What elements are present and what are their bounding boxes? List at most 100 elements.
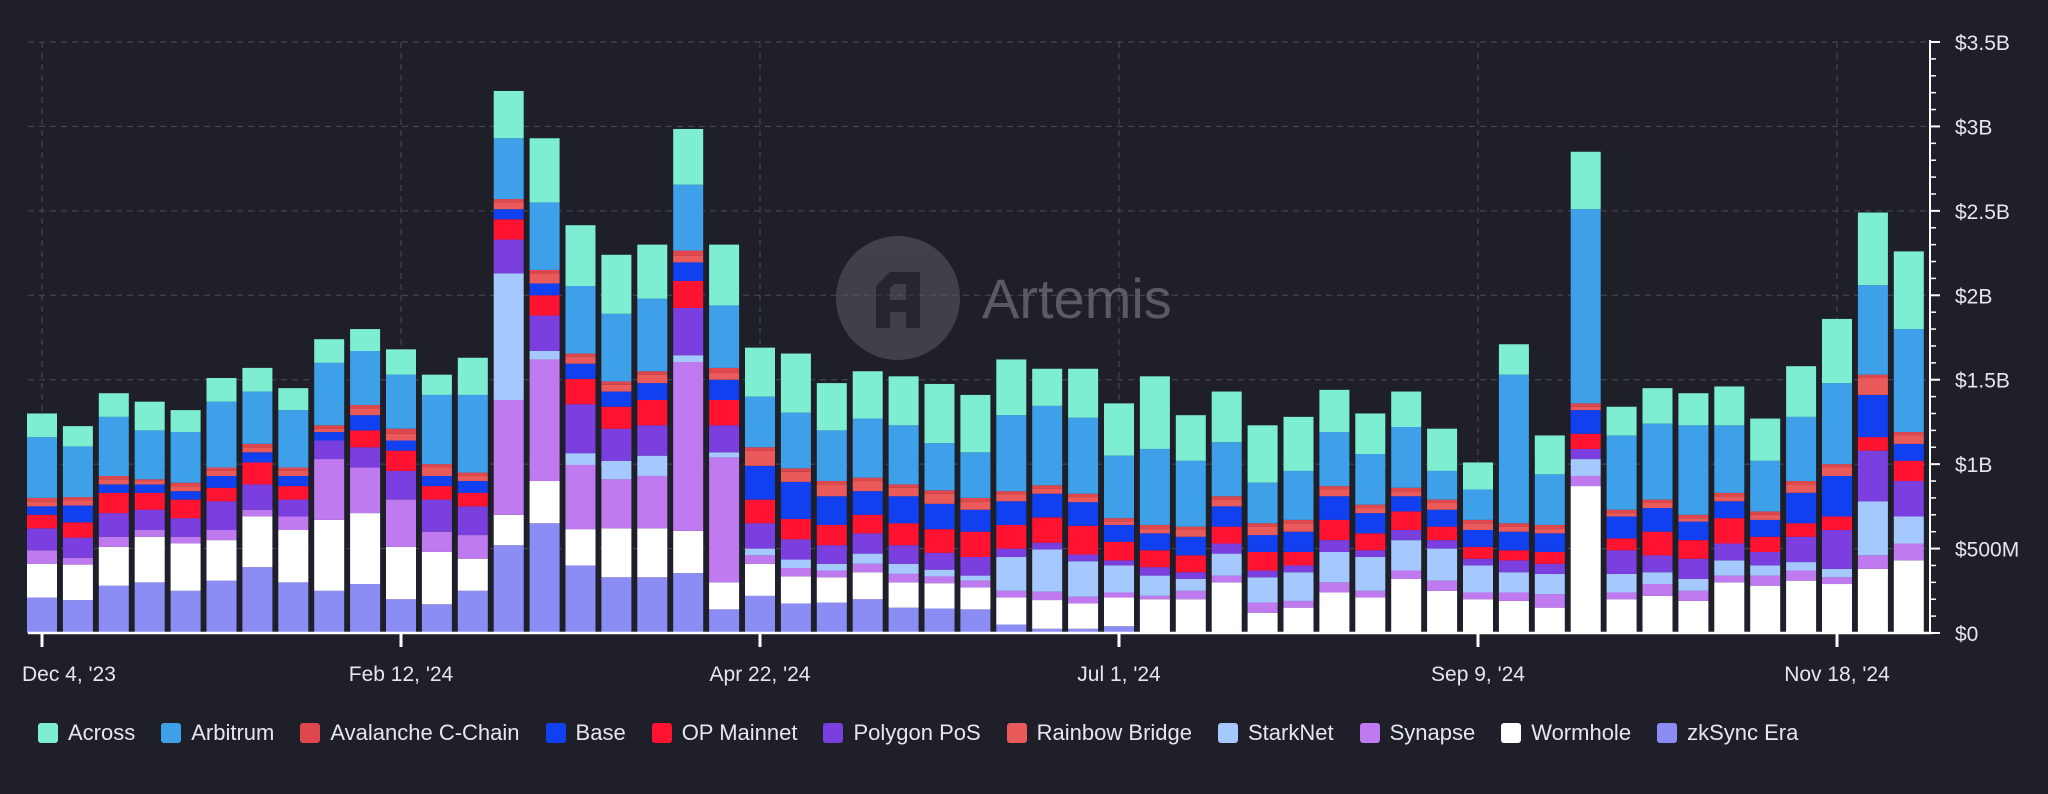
bar-stack xyxy=(421,374,452,633)
bar-stack xyxy=(242,367,273,633)
bar-segment xyxy=(1283,607,1314,633)
bar-segment xyxy=(134,430,165,480)
bar-segment xyxy=(996,624,1027,633)
bar-segment xyxy=(1498,526,1529,532)
bar-segment xyxy=(1642,502,1673,509)
bar-segment xyxy=(314,519,345,591)
bar-segment xyxy=(1211,553,1242,576)
bar-segment xyxy=(852,533,883,554)
bar-segment xyxy=(1606,538,1637,551)
legend-item[interactable]: OP Mainnet xyxy=(651,720,798,746)
legend-label: Base xyxy=(575,720,626,745)
legend-item[interactable]: Arbitrum xyxy=(161,720,274,746)
bar-segment xyxy=(745,595,775,633)
bar-stack xyxy=(1822,318,1852,633)
bar-segment xyxy=(350,329,381,352)
bar-stack xyxy=(1606,406,1637,633)
bar-segment xyxy=(888,487,919,497)
bar-segment xyxy=(1211,582,1242,633)
bar-segment xyxy=(996,557,1027,591)
bar-segment xyxy=(1175,536,1206,556)
bar-stack xyxy=(1283,416,1314,633)
bar-segment xyxy=(673,128,704,185)
bar-segment xyxy=(1606,592,1637,600)
bar-segment xyxy=(1427,548,1458,581)
legend-item[interactable]: Synapse xyxy=(1359,720,1476,746)
bar-segment xyxy=(134,536,165,583)
bar-segment xyxy=(170,486,201,492)
bar-segment xyxy=(278,467,309,471)
bar-segment xyxy=(1175,599,1206,633)
bar-segment xyxy=(852,514,883,534)
bar-segment xyxy=(1068,596,1099,604)
bar-segment xyxy=(62,505,93,523)
bar-segment xyxy=(1642,531,1673,556)
bar-segment xyxy=(1391,496,1422,512)
y-tick-label: $2B xyxy=(1955,285,1992,308)
bar-segment xyxy=(1104,403,1134,456)
bar-segment xyxy=(62,537,93,558)
bar-stack xyxy=(637,244,668,633)
bar-segment xyxy=(1857,437,1888,451)
artemis-logo-icon xyxy=(836,236,960,360)
bar-segment xyxy=(1463,529,1493,547)
bar-segment xyxy=(888,545,919,564)
bar-segment xyxy=(924,576,955,584)
bar-segment xyxy=(314,362,345,426)
bar-segment xyxy=(1822,318,1852,384)
bar-segment xyxy=(745,548,775,556)
bar-segment xyxy=(1139,595,1170,600)
bar-segment xyxy=(421,464,452,468)
bar-segment xyxy=(709,425,740,453)
bar-segment xyxy=(1104,592,1134,598)
bar-segment xyxy=(457,481,488,493)
bar-segment xyxy=(1570,433,1601,449)
bar-stack xyxy=(1534,435,1565,633)
bar-segment xyxy=(1032,485,1063,489)
legend-item[interactable]: Base xyxy=(545,720,626,746)
bar-segment xyxy=(1463,523,1493,530)
bar-segment xyxy=(1068,628,1099,633)
legend-item[interactable]: zkSync Era xyxy=(1657,720,1798,746)
bar-segment xyxy=(386,349,416,375)
bar-segment xyxy=(170,410,201,433)
bar-segment xyxy=(1032,493,1063,518)
legend-swatch xyxy=(1217,723,1238,743)
bar-segment xyxy=(565,404,596,454)
bar-segment xyxy=(1822,464,1852,468)
bar-segment xyxy=(745,563,775,596)
bar-segment xyxy=(242,391,273,444)
bar-segment xyxy=(1175,415,1206,461)
bar-segment xyxy=(1032,488,1063,494)
bar-segment xyxy=(457,472,488,476)
bar-segment xyxy=(1355,597,1386,633)
legend-item[interactable]: Wormhole xyxy=(1501,720,1631,746)
legend-label: Synapse xyxy=(1389,720,1476,745)
bar-segment xyxy=(960,509,991,532)
bar-segment xyxy=(924,529,955,553)
legend-item[interactable]: StarkNet xyxy=(1217,720,1334,746)
bar-segment xyxy=(1893,481,1924,517)
legend-item[interactable]: Rainbow Bridge xyxy=(1006,720,1192,746)
bar-segment xyxy=(62,564,93,601)
bar-segment xyxy=(1534,563,1565,574)
bar-segment xyxy=(996,491,1027,495)
legend-swatch xyxy=(38,723,58,743)
bar-segment xyxy=(960,501,991,510)
legend-item[interactable]: Across xyxy=(38,720,135,746)
bar-segment xyxy=(1606,435,1637,510)
legend-item[interactable]: Avalanche C-Chain xyxy=(300,720,520,746)
bar-segment xyxy=(62,497,93,501)
bar-segment xyxy=(960,580,991,588)
bar-segment xyxy=(1463,599,1493,633)
bar-segment xyxy=(1283,531,1314,552)
bar-segment xyxy=(1822,467,1852,476)
bar-segment xyxy=(565,285,596,354)
legend-item[interactable]: Polygon PoS xyxy=(823,720,981,746)
bar-segment xyxy=(1714,386,1745,426)
legend-label: OP Mainnet xyxy=(681,720,798,745)
bar-segment xyxy=(529,202,560,270)
bar-segment xyxy=(709,372,740,380)
bar-segment xyxy=(1355,508,1386,514)
bar-segment xyxy=(1283,551,1314,566)
